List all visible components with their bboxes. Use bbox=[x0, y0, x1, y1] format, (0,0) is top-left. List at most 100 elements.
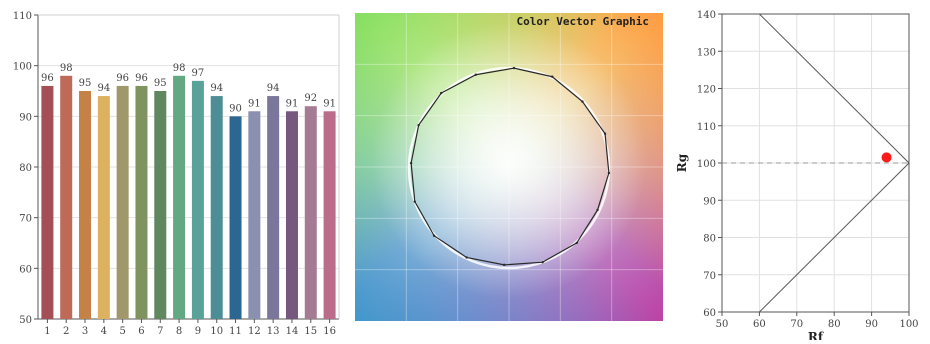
polygon-vertex bbox=[440, 91, 443, 95]
polygon-vertex bbox=[603, 132, 607, 135]
rf-rg-chart-panel: 60 70 80 90 100 110 120 130 140 50 60 70 80 90 100 Rf Rg bbox=[668, 0, 930, 344]
x-tick-label: 5 bbox=[119, 326, 125, 337]
y-tick-label: 140 bbox=[697, 10, 716, 21]
x-tick-label: 70 bbox=[790, 319, 803, 330]
y-tick-label: 80 bbox=[703, 234, 716, 245]
x-tick-label: 1 bbox=[44, 326, 50, 337]
bar bbox=[135, 85, 148, 319]
bar-value-label: 91 bbox=[248, 98, 261, 109]
y-tick-label: 90 bbox=[703, 196, 716, 207]
bar-value-label: 94 bbox=[210, 83, 223, 94]
x-tick-label: 50 bbox=[716, 319, 729, 330]
bar-value-label: 91 bbox=[286, 98, 299, 109]
bar-value-label: 90 bbox=[229, 103, 242, 114]
y-tick-label: 110 bbox=[13, 11, 32, 22]
y-tick-label: 80 bbox=[19, 163, 32, 174]
y-tick-label: 60 bbox=[19, 264, 32, 275]
x-tick-label: 60 bbox=[753, 319, 766, 330]
bar-value-label: 96 bbox=[135, 73, 148, 84]
x-tick-label: 6 bbox=[138, 326, 144, 337]
bar bbox=[79, 91, 92, 319]
x-tick-label: 2 bbox=[63, 326, 69, 337]
bar-value-label: 94 bbox=[267, 83, 280, 94]
color-vector-graphic: Color Vector Graphic bbox=[355, 13, 663, 321]
x-tick-label: 4 bbox=[101, 326, 107, 337]
bar-value-label: 95 bbox=[79, 78, 92, 89]
bar bbox=[41, 85, 54, 319]
polygon-vertex bbox=[575, 241, 578, 245]
polygon-vertex bbox=[607, 171, 611, 175]
y-tick-label: 70 bbox=[703, 271, 716, 282]
bar-value-label: 92 bbox=[304, 93, 317, 104]
y-axis-label: Rg bbox=[675, 153, 689, 172]
y-tick-label: 90 bbox=[19, 112, 32, 123]
x-axis-label: Rf bbox=[808, 330, 824, 340]
lower-boundary-line bbox=[759, 162, 910, 313]
y-tick-label: 100 bbox=[697, 159, 716, 170]
polygon-vertex bbox=[474, 73, 477, 76]
reference-circle bbox=[407, 66, 611, 270]
bar-value-label: 96 bbox=[41, 73, 54, 84]
bar bbox=[304, 106, 317, 319]
bar bbox=[116, 85, 129, 319]
x-tick-label: 7 bbox=[157, 326, 163, 337]
x-tick-label: 12 bbox=[248, 326, 261, 337]
bar bbox=[323, 111, 336, 320]
y-tick-label: 70 bbox=[19, 214, 32, 225]
color-vector-plot bbox=[355, 13, 663, 321]
x-tick-label: 11 bbox=[229, 326, 242, 337]
data-point bbox=[881, 152, 892, 163]
bar-value-label: 96 bbox=[116, 73, 129, 84]
x-tick-label: 16 bbox=[323, 326, 336, 337]
polygon-vertex bbox=[596, 208, 599, 212]
polygon-vertex bbox=[541, 260, 544, 264]
bar bbox=[267, 96, 280, 319]
x-tick-label: 3 bbox=[82, 326, 88, 337]
bar-value-label: 98 bbox=[60, 63, 73, 74]
y-tick-label: 110 bbox=[697, 122, 716, 133]
bar-value-label: 97 bbox=[192, 68, 205, 79]
bar-value-label: 91 bbox=[323, 98, 336, 109]
bar bbox=[285, 111, 298, 320]
hue-wheel-background bbox=[355, 13, 663, 321]
bar bbox=[154, 91, 167, 319]
x-tick-label: 14 bbox=[286, 326, 299, 337]
polygon-vertex bbox=[432, 234, 436, 237]
polygon-vertex bbox=[551, 75, 554, 78]
bar bbox=[210, 96, 223, 319]
y-tick-label: 100 bbox=[13, 62, 32, 73]
bar-value-label: 94 bbox=[97, 83, 110, 94]
x-tick-label: 15 bbox=[304, 326, 317, 337]
bar bbox=[97, 96, 110, 319]
y-tick-label: 60 bbox=[703, 308, 716, 319]
bar-chart: 50 60 70 80 90 100 110 96 1 98 2 95 3 94 4 96 5 96 6 95 7 98 8… bbox=[13, 11, 340, 337]
x-tick-label: 13 bbox=[267, 326, 280, 337]
polygon-vertex bbox=[413, 200, 417, 203]
polygon-vertex bbox=[502, 263, 506, 267]
bar bbox=[191, 80, 204, 319]
upper-boundary-line bbox=[759, 13, 910, 164]
x-tick-label: 90 bbox=[865, 319, 878, 330]
y-tick-label: 50 bbox=[19, 315, 32, 326]
x-tick-label: 9 bbox=[195, 326, 201, 337]
x-tick-label: 100 bbox=[899, 319, 918, 330]
x-tick-label: 10 bbox=[210, 326, 223, 337]
x-tick-label: 80 bbox=[828, 319, 841, 330]
bar bbox=[248, 111, 261, 320]
bar bbox=[173, 75, 186, 319]
y-tick-label: 130 bbox=[697, 47, 716, 58]
polygon-vertex bbox=[465, 256, 468, 259]
cvg-title: Color Vector Graphic bbox=[516, 15, 649, 28]
y-tick-label: 120 bbox=[697, 85, 716, 96]
bar bbox=[229, 116, 242, 319]
x-tick-label: 8 bbox=[176, 326, 182, 337]
polygon-vertex bbox=[581, 100, 584, 103]
polygon-vertex bbox=[512, 66, 516, 70]
bar bbox=[60, 75, 73, 319]
polygon-vertex bbox=[409, 161, 413, 165]
polygon-vertex bbox=[417, 123, 420, 127]
bar-value-label: 95 bbox=[154, 78, 167, 89]
bar-value-label: 98 bbox=[173, 63, 186, 74]
bar-chart-panel: 50 60 70 80 90 100 110 96 1 98 2 95 3 94 4 96 5 96 6 95 7 98 8… bbox=[0, 0, 350, 340]
